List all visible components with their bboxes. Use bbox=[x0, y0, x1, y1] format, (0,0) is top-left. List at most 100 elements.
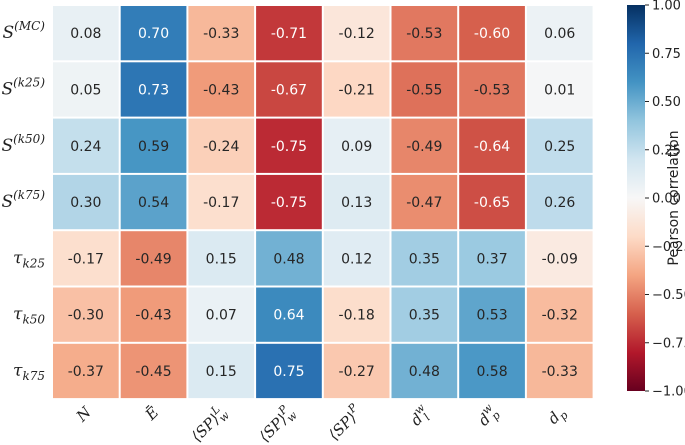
cell-value-label: 0.37 bbox=[476, 251, 507, 267]
row-label-2: S(k50) bbox=[1, 132, 45, 156]
cell-value-label: -0.64 bbox=[474, 139, 510, 155]
heatmap-cell-r4-c7 bbox=[526, 231, 593, 286]
cell-value-label: 0.25 bbox=[544, 139, 575, 155]
cell-value-label: -0.75 bbox=[271, 139, 307, 155]
heatmap-cell-r5-c4 bbox=[323, 287, 390, 342]
colorbar: 1.00 0.75 0.50 0.25 0.00 −0.25 −0.50 −0.75 −1.00… bbox=[627, 0, 685, 400]
heatmap-cell-r4-c3 bbox=[256, 231, 322, 286]
cell-value-label: 0.15 bbox=[206, 364, 237, 380]
cell-value-label: 0.54 bbox=[138, 195, 169, 211]
heatmap-cell-r1-c1 bbox=[120, 62, 187, 117]
cell-value-label: 0.58 bbox=[476, 364, 507, 380]
cell-value-label: 0.12 bbox=[341, 251, 372, 267]
cell-value-label: 0.73 bbox=[138, 82, 169, 98]
cell-value-label: 0.35 bbox=[409, 308, 440, 324]
cell-value-label: -0.49 bbox=[135, 251, 171, 267]
heatmap-cell-r5-c0 bbox=[53, 287, 119, 342]
column-label-5: dwl bbox=[405, 401, 436, 432]
cell-value-label: -0.53 bbox=[406, 26, 442, 42]
heatmap-cell-r2-c5 bbox=[391, 118, 458, 173]
cell-value-label: -0.30 bbox=[68, 308, 104, 324]
cell-value-label: -0.49 bbox=[406, 139, 442, 155]
heatmap-cells: 0.08 0.70 -0.33 -0.71 -0.12 -0.53 -0.60 0.06 0.0… bbox=[53, 6, 593, 399]
heatmap-cell-r3-c3 bbox=[256, 174, 322, 230]
heatmap-cell-r0-c3 bbox=[256, 6, 322, 61]
cell-value-label: 0.07 bbox=[206, 308, 237, 324]
cell-value-label: -0.37 bbox=[68, 364, 104, 380]
heatmap-cell-r2-c1 bbox=[120, 118, 187, 173]
heatmap-cell-r3-c6 bbox=[459, 174, 525, 230]
heatmap-cell-r3-c7 bbox=[526, 174, 593, 230]
cell-value-label: -0.65 bbox=[474, 195, 510, 211]
column-label-6: dwp bbox=[473, 401, 504, 432]
heatmap-cell-r0-c6 bbox=[459, 6, 525, 61]
heatmap-cell-r2-c0 bbox=[53, 118, 119, 173]
cell-value-label: -0.18 bbox=[339, 308, 375, 324]
heatmap-cell-r5-c5 bbox=[391, 287, 458, 342]
heatmap-cell-r2-c3 bbox=[256, 118, 322, 173]
heatmap-cell-r1-c6 bbox=[459, 62, 525, 117]
column-labels: N Ē ⟨SP⟩Lw ⟨SP⟩Pw ⟨SP⟩P dwl dwp dp bbox=[72, 401, 571, 445]
cell-value-label: -0.33 bbox=[542, 364, 578, 380]
cell-value-label: -0.17 bbox=[68, 251, 104, 267]
cell-value-label: -0.43 bbox=[135, 308, 171, 324]
cell-value-label: 0.59 bbox=[138, 139, 169, 155]
heatmap-cell-r6-c4 bbox=[323, 343, 390, 399]
colorbar-label: Pearson correlation bbox=[666, 130, 682, 265]
colorbar-gradient bbox=[627, 5, 645, 391]
heatmap-cell-r6-c3 bbox=[256, 343, 322, 399]
heatmap-cell-r2-c6 bbox=[459, 118, 525, 173]
cell-value-label: 0.08 bbox=[70, 26, 101, 42]
cell-value-label: -0.32 bbox=[542, 308, 578, 324]
heatmap-cell-r5-c2 bbox=[188, 287, 255, 342]
cell-value-label: -0.71 bbox=[271, 26, 307, 42]
colorbar-tick-label: 0.75 bbox=[652, 47, 681, 62]
colorbar-tick-label: −0.25 bbox=[652, 240, 685, 255]
colorbar-ticks: 1.00 0.75 0.50 0.25 0.00 −0.25 −0.50 −0.75 −1.00 bbox=[645, 0, 685, 400]
cell-value-label: -0.09 bbox=[542, 251, 578, 267]
heatmap-cell-r4-c5 bbox=[391, 231, 458, 286]
heatmap-cell-r5-c3 bbox=[256, 287, 322, 342]
cell-value-label: -0.45 bbox=[135, 364, 171, 380]
heatmap-cell-r0-c1 bbox=[120, 6, 187, 61]
heatmap-cell-r6-c0 bbox=[53, 343, 119, 399]
heatmap-cell-r1-c7 bbox=[526, 62, 593, 117]
heatmap-cell-r0-c0 bbox=[53, 6, 119, 61]
heatmap-cell-r2-c4 bbox=[323, 118, 390, 173]
heatmap-cell-r3-c0 bbox=[53, 174, 119, 230]
cell-value-label: -0.43 bbox=[203, 82, 239, 98]
heatmap-cell-r0-c2 bbox=[188, 6, 255, 61]
cell-value-label: -0.17 bbox=[203, 195, 239, 211]
cell-value-label: 0.48 bbox=[273, 251, 304, 267]
heatmap-cell-r0-c4 bbox=[323, 6, 390, 61]
cell-value-label: 0.05 bbox=[70, 82, 101, 98]
row-label-5: τk50 bbox=[13, 305, 45, 327]
cell-value-label: 0.13 bbox=[341, 195, 372, 211]
cell-value-label: 0.48 bbox=[409, 364, 440, 380]
heatmap-cell-r4-c4 bbox=[323, 231, 390, 286]
colorbar-tick-label: −0.50 bbox=[652, 288, 685, 303]
cell-value-label: 0.35 bbox=[409, 251, 440, 267]
heatmap-cell-r5-c6 bbox=[459, 287, 525, 342]
heatmap-cell-r3-c5 bbox=[391, 174, 458, 230]
cell-value-label: -0.27 bbox=[339, 364, 375, 380]
column-label-0: N bbox=[72, 403, 95, 426]
cell-value-label: -0.33 bbox=[203, 26, 239, 42]
cell-value-label: -0.12 bbox=[339, 26, 375, 42]
heatmap-cell-r6-c7 bbox=[526, 343, 593, 399]
cell-value-label: 0.15 bbox=[206, 251, 237, 267]
cell-value-label: -0.60 bbox=[474, 26, 510, 42]
cell-value-label: 0.01 bbox=[544, 82, 575, 98]
heatmap-cell-r0-c7 bbox=[526, 6, 593, 61]
cell-value-label: 0.53 bbox=[476, 308, 507, 324]
heatmap-cell-r6-c6 bbox=[459, 343, 525, 399]
column-label-7: dp bbox=[544, 403, 571, 430]
cell-value-label: 0.64 bbox=[273, 308, 304, 324]
row-label-4: τk25 bbox=[13, 248, 45, 270]
heatmap-cell-r4-c0 bbox=[53, 231, 119, 286]
heatmap-cell-r3-c4 bbox=[323, 174, 390, 230]
cell-value-label: -0.21 bbox=[339, 82, 375, 98]
row-label-1: S(k25) bbox=[1, 75, 45, 99]
heatmap-cell-r6-c5 bbox=[391, 343, 458, 399]
